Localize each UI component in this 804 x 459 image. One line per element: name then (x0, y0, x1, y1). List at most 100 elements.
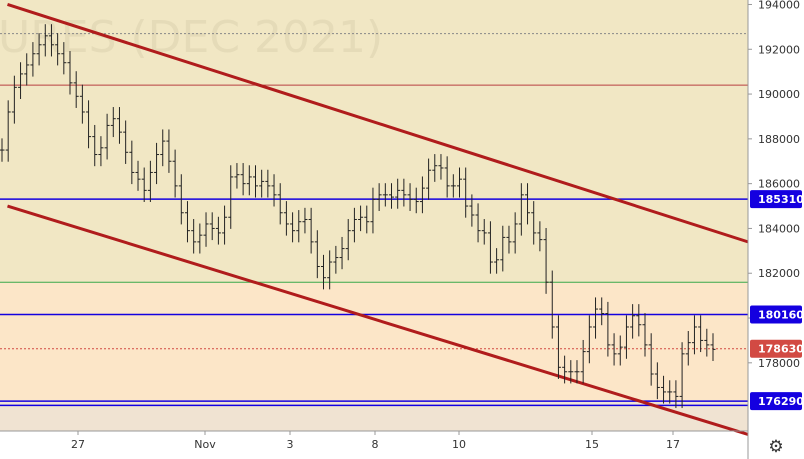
y-tick-label: 184000 (758, 222, 800, 235)
time-axis-panel (0, 431, 748, 459)
price-bar (308, 207, 314, 254)
price-bar (73, 71, 79, 108)
price-badge-bg (750, 339, 802, 358)
price-bar (487, 221, 493, 274)
price-bar (184, 201, 190, 243)
price-bar (240, 163, 246, 196)
price-bars (0, 24, 716, 409)
price-badge: 185310 (750, 190, 804, 209)
price-bar (426, 158, 432, 200)
price-bar (345, 219, 351, 261)
price-bar (679, 342, 685, 409)
price-bar (568, 360, 574, 384)
price-bar (116, 107, 122, 144)
price-bar (141, 167, 147, 203)
price-badge: 180160 (750, 305, 804, 324)
price-bar (351, 207, 357, 243)
price-bar (61, 42, 67, 75)
horizontal-levels (0, 33, 748, 407)
price-bar (630, 304, 636, 339)
price-bar (265, 169, 271, 198)
price-bar (364, 205, 370, 234)
price-bar (661, 375, 667, 404)
price-bar (123, 120, 129, 164)
price-bar (382, 183, 388, 207)
price-bar (271, 174, 277, 207)
price-badge-bg (750, 305, 802, 324)
price-bar (147, 160, 153, 203)
price-bar (413, 187, 419, 214)
price-bar (407, 183, 413, 211)
price-bar (654, 362, 660, 400)
zone-middle (0, 282, 748, 402)
price-bar (290, 212, 296, 243)
price-bar (234, 163, 240, 189)
price-bar (444, 156, 450, 198)
price-bar (500, 225, 506, 272)
price-bar (463, 167, 469, 218)
price-axis-panel (748, 0, 804, 459)
price-bar (636, 304, 642, 337)
price-bar (30, 42, 36, 77)
trend-channel (7, 3, 749, 436)
price-bar (296, 210, 302, 243)
price-bar (24, 53, 30, 86)
price-bar (0, 138, 5, 162)
x-tick-label: 10 (452, 438, 466, 451)
price-bar (623, 315, 629, 359)
x-tick-label: 15 (585, 438, 599, 451)
price-bar (339, 236, 345, 270)
price-bar (178, 174, 184, 225)
price-bar (475, 203, 481, 243)
price-bar (302, 207, 308, 234)
price-bar (648, 333, 654, 386)
price-bar (154, 142, 160, 185)
y-tick-label: 186000 (758, 178, 800, 191)
x-tick-label: 3 (287, 438, 294, 451)
price-bar (438, 154, 444, 180)
price-badges: 185310 180160 178630 176290 (750, 190, 804, 411)
price-bar (197, 223, 203, 254)
price-bar (172, 149, 178, 198)
price-bar (586, 315, 592, 364)
y-tick-label: 194000 (758, 0, 800, 11)
price-bar (110, 107, 116, 138)
gear-icon[interactable]: ⚙ (768, 437, 784, 457)
price-bar (574, 360, 580, 384)
price-bar (704, 328, 710, 357)
price-bar (209, 212, 215, 241)
price-bar (129, 140, 135, 185)
price-bar (320, 254, 326, 290)
price-bar (611, 333, 617, 366)
price-badge-label: 185310 (758, 193, 804, 206)
price-bar (36, 33, 42, 66)
x-tick-label: 27 (71, 438, 85, 451)
trend-line-1 (7, 204, 749, 436)
price-bar (333, 245, 339, 274)
price-bar (166, 129, 172, 173)
price-bar (469, 194, 475, 227)
y-tick-label: 178000 (758, 357, 800, 370)
price-badge-bg (750, 392, 802, 411)
price-bar (259, 169, 265, 198)
price-bar (86, 100, 92, 149)
trend-line-0 (7, 3, 749, 244)
price-bar (277, 183, 283, 225)
price-bar (494, 248, 500, 274)
price-bar (543, 227, 549, 294)
price-bar (518, 183, 524, 236)
price-bar (691, 315, 697, 355)
y-tick-label: 192000 (758, 43, 800, 56)
price-bar (222, 205, 228, 245)
price-bar (395, 178, 401, 209)
price-bar (389, 183, 395, 209)
price-bar (593, 297, 599, 339)
x-tick-label: Nov (194, 438, 216, 451)
price-bar (55, 33, 61, 66)
price-bar (698, 315, 704, 353)
price-bar (531, 201, 537, 245)
price-badge-label: 180160 (758, 308, 804, 321)
price-bar (685, 331, 691, 366)
